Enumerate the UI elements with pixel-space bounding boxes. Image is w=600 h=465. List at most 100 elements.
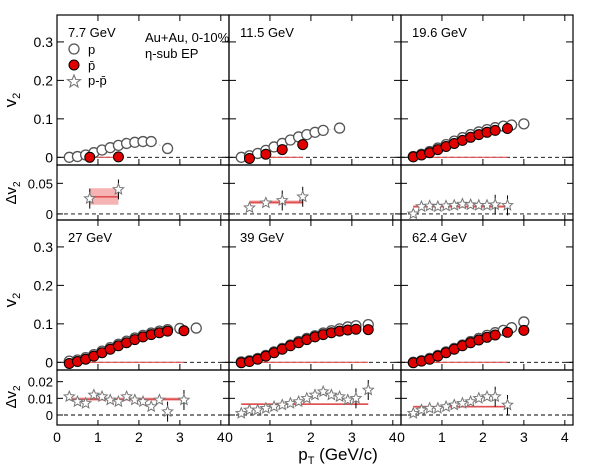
diff-point — [488, 197, 502, 211]
x-tick-label: 2 — [479, 429, 487, 445]
diff-point — [234, 406, 248, 419]
p-point — [145, 135, 157, 148]
pbar-point — [162, 325, 174, 337]
diff-point — [79, 396, 93, 409]
dy-tick-label: 0.01 — [28, 391, 53, 406]
x-tick-label: 3 — [176, 429, 184, 445]
diff-point — [300, 391, 314, 404]
pbar-point — [501, 122, 513, 134]
pbar-point — [518, 324, 530, 336]
pbar-point — [260, 148, 272, 160]
y-axis-label-v2-bottom: v2 — [1, 293, 23, 308]
y-tick-label: 0.3 — [34, 239, 54, 255]
panel-5: 0 1 2 3 4 39 GeV — [225, 219, 402, 445]
y-axis-label-dv2-bottom: Δv2 — [3, 385, 23, 409]
diff-point — [439, 199, 453, 212]
diff-point — [128, 393, 142, 406]
diff-point — [152, 393, 166, 406]
diff-point — [480, 198, 494, 211]
legend-marker-p — [68, 43, 80, 55]
y-tick-label: 0 — [45, 149, 53, 165]
diff-point — [464, 197, 478, 211]
diff-point — [324, 388, 338, 401]
pbar-point — [501, 326, 513, 338]
legend-marker-pbar — [68, 59, 80, 71]
x-tick-label: 1 — [94, 429, 102, 445]
diff-point — [501, 198, 514, 211]
diff-point — [455, 197, 469, 210]
pbar-point — [112, 151, 124, 163]
y-axis-label-v2-top: v2 — [1, 93, 23, 108]
diff-point — [423, 199, 437, 212]
x-tick-label: 1 — [438, 429, 446, 445]
legend-header-1: Au+Au, 0-10% — [145, 30, 230, 45]
diff-point — [267, 399, 281, 413]
diff-point — [292, 394, 306, 408]
y-tick-label: 0.3 — [34, 34, 54, 50]
diff-point — [62, 389, 76, 403]
energy-label: 62.4 GeV — [412, 230, 467, 245]
legend-header-2: η-sub EP — [145, 46, 198, 61]
diff-point — [447, 398, 461, 411]
diff-point — [111, 394, 125, 408]
dv2-frame — [400, 164, 574, 221]
energy-label: 39 GeV — [240, 230, 284, 245]
panel-2: 11.5 GeV — [228, 14, 402, 221]
diff-point — [251, 403, 265, 416]
pbar-point — [178, 325, 190, 337]
diff-point — [415, 403, 428, 416]
diff-point — [447, 198, 461, 211]
diff-point — [431, 199, 445, 213]
x-tick-label: 4 — [561, 429, 569, 445]
y-tick-label: 0.1 — [34, 111, 54, 127]
pbar-point — [297, 139, 309, 151]
diff-point — [144, 399, 158, 413]
dy-tick-label: 0 — [46, 207, 53, 222]
diff-point — [71, 394, 84, 408]
diff-point — [83, 191, 97, 205]
legend-label-p: p — [88, 42, 95, 57]
pbar-point — [350, 323, 362, 335]
p-point — [333, 122, 346, 134]
dv2-frame — [228, 164, 402, 221]
diff-point — [501, 398, 514, 411]
x-tick-label: 3 — [520, 429, 528, 445]
pbar-point — [243, 152, 255, 164]
diff-point — [406, 207, 420, 220]
diff-point — [259, 401, 273, 414]
x-tick-label: 0 — [53, 429, 61, 445]
diff-point — [455, 396, 469, 409]
legend-label-pbar: p̄ — [88, 58, 95, 73]
y-tick-label: 0.1 — [34, 316, 54, 332]
x-tick-label: 4 — [217, 429, 225, 445]
diff-point — [111, 182, 125, 195]
diff-point — [103, 393, 117, 406]
pbar-point — [276, 144, 288, 156]
x-tick-label: 1 — [266, 429, 274, 445]
x-tick-label: 0 — [397, 429, 405, 445]
dy-tick-label: 0.05 — [28, 176, 53, 191]
p-point — [317, 124, 329, 137]
diff-point — [361, 383, 375, 396]
p-point — [161, 142, 174, 155]
p-point — [518, 118, 530, 130]
diff-point — [431, 401, 445, 414]
x-axis-label: pT (GeV/c) — [298, 445, 378, 465]
panel-3: 19.6 GeV — [400, 14, 574, 221]
dv2-frame — [400, 369, 574, 426]
dv2-frame — [56, 164, 230, 221]
pbar-point — [84, 151, 96, 163]
diff-point — [406, 406, 420, 419]
diff-point — [349, 391, 363, 404]
diff-point — [283, 396, 297, 409]
diff-point — [439, 399, 453, 413]
x-tick-label: 2 — [307, 429, 315, 445]
x-tick-label: 0 — [225, 429, 233, 445]
y-tick-label: 0.2 — [34, 72, 54, 88]
diff-point — [243, 200, 256, 214]
energy-label: 11.5 GeV — [240, 25, 294, 40]
diff-point — [488, 389, 502, 403]
legend-label-diff: p-p̄ — [88, 73, 107, 88]
